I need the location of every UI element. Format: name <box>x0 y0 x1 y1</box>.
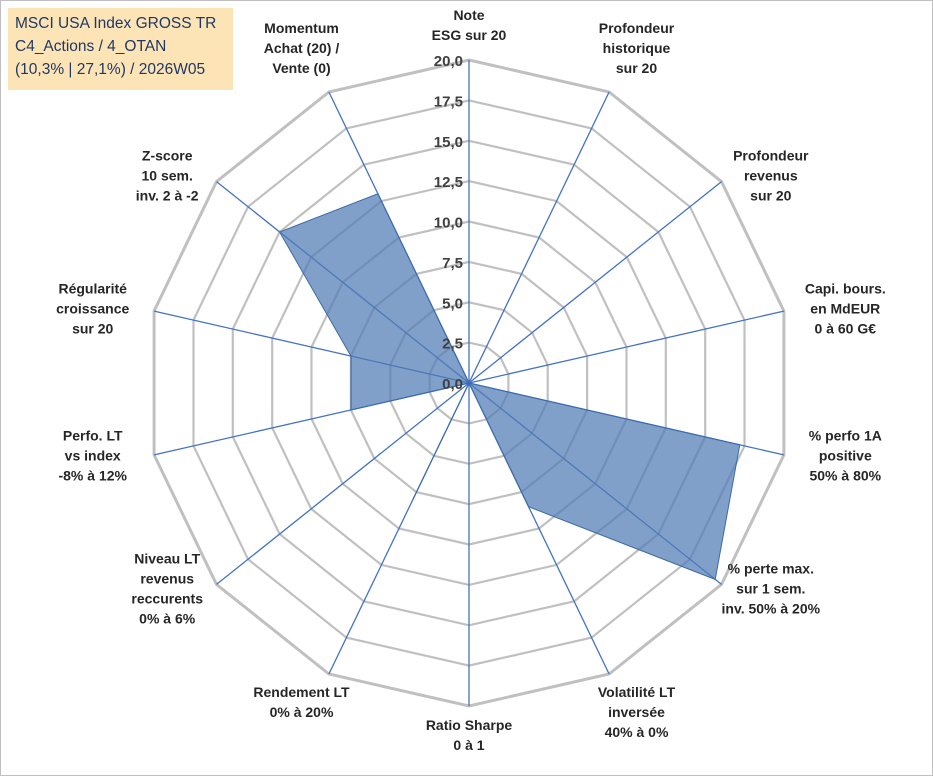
axis-label-5-line-1: sur 1 sem. <box>736 580 805 596</box>
axis-label-10-line-0: Perfo. LT <box>63 428 123 444</box>
axis-label-0-line-1: ESG sur 20 <box>432 27 507 43</box>
title-line-1: MSCI USA Index GROSS TR <box>15 15 217 32</box>
axis-label-4-line-2: 50% à 80% <box>809 468 881 484</box>
tick-label-4: 10,0 <box>434 215 463 232</box>
axis-label-10: Perfo. LT vs index -8% à 12% <box>58 428 127 484</box>
axis-label-3-line-2: 0 à 60 G€ <box>815 320 877 336</box>
axis-label-13-line-2: Vente (0) <box>272 60 330 76</box>
tick-label-2: 5,0 <box>442 295 463 312</box>
axis-label-7: Ratio Sharpe 0 à 1 <box>426 717 513 753</box>
axis-label-1: Profondeur historique sur 20 <box>599 20 675 76</box>
axis-label-9: Niveau LT revenus reccurents 0% à 6% <box>131 550 203 626</box>
tick-label-7: 17,5 <box>434 93 463 110</box>
axis-label-4: % perfo 1A positive 50% à 80% <box>809 428 882 484</box>
spoke-2 <box>468 181 722 384</box>
axis-label-10-line-2: -8% à 12% <box>58 468 127 484</box>
axis-label-9-line-1: revenus <box>140 570 194 586</box>
axis-label-12-line-2: inv. 2 à -2 <box>136 188 199 204</box>
axis-label-9-line-2: reccurents <box>131 590 203 606</box>
axis-labels: Note ESG sur 20 Profondeur historique sur 20… <box>56 7 886 753</box>
radial-tick-labels: 0,0 2,5 5,0 7,5 10,0 12,5 15,0 17,5 20,0 <box>434 53 463 393</box>
title-line-2: C4_Actions / 4_OTAN <box>15 38 167 55</box>
spoke-9 <box>216 382 470 585</box>
axis-label-13: Momentum Achat (20) / Vente (0) <box>264 20 340 76</box>
axis-label-2-line-0: Profondeur <box>733 148 809 164</box>
title-line-3: (10,3% | 27,1%) / 2026W05 <box>15 61 206 78</box>
axis-label-3: Capi. bours. en MdEUR 0 à 60 G€ <box>805 280 886 336</box>
series-area <box>278 193 741 581</box>
axis-label-11-line-2: sur 20 <box>72 320 113 336</box>
axis-label-1-line-1: historique <box>603 40 671 56</box>
axis-label-11-line-1: croissance <box>56 300 129 316</box>
chart-title-box: MSCI USA Index GROSS TR C4_Actions / 4_O… <box>8 8 233 90</box>
axis-label-5-line-2: inv. 50% à 20% <box>722 600 821 616</box>
axis-label-8: Rendement LT 0% à 20% <box>253 684 350 720</box>
tick-label-8: 20,0 <box>434 53 463 70</box>
tick-label-5: 12,5 <box>434 174 463 191</box>
axis-label-5-line-0: % perte max. <box>728 560 814 576</box>
axis-label-1-line-2: sur 20 <box>616 60 657 76</box>
axis-label-8-line-1: 0% à 20% <box>270 704 334 720</box>
tick-label-6: 15,0 <box>434 134 463 151</box>
axis-label-12-line-0: Z-score <box>142 148 193 164</box>
axis-label-4-line-0: % perfo 1A <box>809 428 882 444</box>
axis-label-8-line-0: Rendement LT <box>253 684 350 700</box>
axis-label-2: Profondeur revenus sur 20 <box>733 148 809 204</box>
spoke-1 <box>468 91 610 384</box>
axis-label-5: % perte max. sur 1 sem. inv. 50% à 20% <box>722 560 821 616</box>
axis-label-6-line-1: inversée <box>608 704 665 720</box>
axis-label-11: Régularité croissance sur 20 <box>56 280 129 336</box>
axis-label-9-line-0: Niveau LT <box>134 550 200 566</box>
axis-label-1-line-0: Profondeur <box>599 20 675 36</box>
tick-label-0: 0,0 <box>442 376 463 393</box>
axis-label-10-line-1: vs index <box>65 448 121 464</box>
axis-label-6: Volatilité LT inversée 40% à 0% <box>598 684 676 740</box>
axis-label-12: Z-score 10 sem. inv. 2 à -2 <box>136 148 199 204</box>
axis-label-0: Note ESG sur 20 <box>432 7 507 43</box>
axis-label-2-line-2: sur 20 <box>750 188 791 204</box>
tick-label-1: 2,5 <box>442 336 463 353</box>
radar-series <box>278 193 741 581</box>
axis-label-7-line-1: 0 à 1 <box>453 737 484 753</box>
axis-label-13-line-1: Achat (20) / <box>264 40 340 56</box>
axis-label-6-line-2: 40% à 0% <box>605 724 669 740</box>
axis-label-3-line-0: Capi. bours. <box>805 280 886 296</box>
axis-label-2-line-1: revenus <box>744 168 798 184</box>
spoke-3 <box>468 310 785 384</box>
axis-label-9-line-3: 0% à 6% <box>139 610 196 626</box>
axis-label-6-line-0: Volatilité LT <box>598 684 676 700</box>
axis-label-13-line-0: Momentum <box>264 20 339 36</box>
tick-label-3: 7,5 <box>442 255 463 272</box>
axis-label-12-line-1: 10 sem. <box>142 168 193 184</box>
axis-label-0-line-0: Note <box>453 7 484 23</box>
axis-label-3-line-1: en MdEUR <box>810 300 880 316</box>
axis-label-4-line-1: positive <box>819 448 872 464</box>
axis-label-11-line-0: Régularité <box>58 280 127 296</box>
axis-label-7-line-0: Ratio Sharpe <box>426 717 513 733</box>
